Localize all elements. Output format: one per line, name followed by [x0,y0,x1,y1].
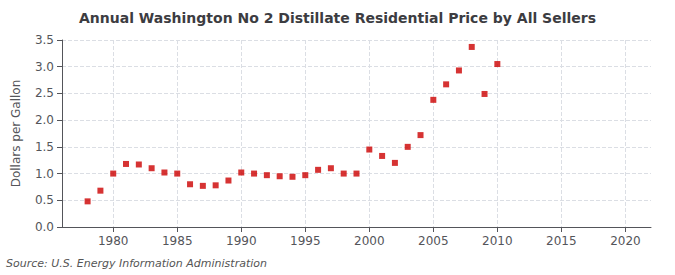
svg-text:Dollars per Gallon: Dollars per Gallon [9,80,23,188]
svg-text:2015: 2015 [546,234,577,248]
svg-text:2.5: 2.5 [35,86,54,100]
svg-text:1990: 1990 [226,234,257,248]
svg-text:2020: 2020 [610,234,641,248]
svg-text:3.0: 3.0 [35,60,54,74]
svg-text:1980: 1980 [98,234,129,248]
svg-text:2.0: 2.0 [35,113,54,127]
svg-text:1.5: 1.5 [35,140,54,154]
svg-text:1985: 1985 [162,234,193,248]
svg-text:3.5: 3.5 [35,33,54,47]
svg-text:2005: 2005 [418,234,449,248]
svg-text:2010: 2010 [482,234,513,248]
svg-text:1995: 1995 [290,234,321,248]
svg-text:0.0: 0.0 [35,220,54,234]
svg-text:1.0: 1.0 [35,167,54,181]
svg-text:0.5: 0.5 [35,193,54,207]
svg-text:Source: U.S. Energy Informatio: Source: U.S. Energy Information Administ… [6,257,267,270]
svg-text:2000: 2000 [354,234,385,248]
svg-text:Annual Washington No 2 Distill: Annual Washington No 2 Distillate Reside… [79,10,596,26]
